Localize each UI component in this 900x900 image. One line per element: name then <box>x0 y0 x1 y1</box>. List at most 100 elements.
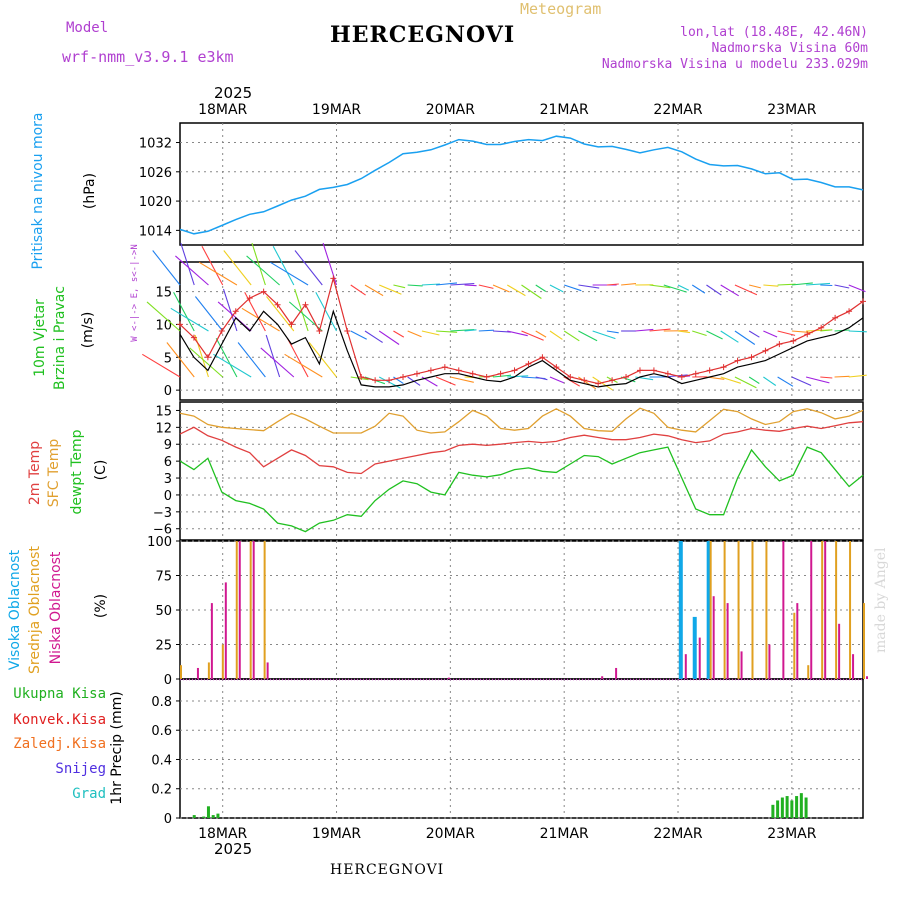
wind-arrow <box>286 337 309 378</box>
elevation-label: Nadmorska Visina 60m <box>711 41 868 56</box>
wind-gust-marker <box>692 370 699 377</box>
wind-arrow <box>407 284 423 287</box>
wind-gust-marker <box>204 354 211 361</box>
wind-arrow <box>201 245 224 286</box>
wind-arrow <box>237 342 266 378</box>
ytick-label-wind: 5 <box>164 351 172 366</box>
wind-arrow <box>521 330 544 341</box>
day-label-bottom: 18MAR <box>198 826 247 842</box>
wind-arrow <box>734 376 757 389</box>
wind-arrow <box>507 375 529 378</box>
precip-bar <box>790 800 794 818</box>
footer-station: HERCEGNOVI <box>330 862 445 878</box>
ytick-label-temperature: −6 <box>153 523 172 538</box>
wind-arrow <box>222 288 238 332</box>
pressure-line <box>179 135 864 235</box>
wind-arrow <box>649 284 671 289</box>
wind-arrow <box>734 330 756 345</box>
wind-arrow <box>215 337 238 378</box>
cloud-bar-mid <box>863 603 865 679</box>
wind-arrow <box>820 329 833 332</box>
cloud-bar-mid <box>221 644 224 679</box>
wind-arrow <box>563 330 580 342</box>
ytick-label-wind: 0 <box>164 384 172 399</box>
wind-arrow <box>492 284 510 293</box>
wind-arrow <box>720 376 741 384</box>
wind-arrow <box>194 296 224 332</box>
wind-arrow <box>806 282 831 286</box>
precip-bar <box>211 815 215 818</box>
ytick-label-precip: 0.6 <box>151 724 172 739</box>
wind-arrow <box>492 374 512 378</box>
cloud-bar-low <box>615 667 618 679</box>
wind-arrow <box>692 330 707 337</box>
year-top: 2025 <box>214 84 253 102</box>
wind-arrow <box>308 342 337 378</box>
day-label-top: 19MAR <box>312 102 361 118</box>
wind-gust-marker <box>427 367 434 374</box>
wind-gust-marker <box>288 321 295 328</box>
ytick-label-wind: 15 <box>155 286 172 301</box>
wind-arrow <box>378 330 400 345</box>
wind-arrow <box>407 330 422 338</box>
year-bottom: 2025 <box>214 840 253 858</box>
ytick-label-precip: 0.4 <box>151 753 172 768</box>
wind-gust-marker <box>177 321 183 328</box>
wind-arrow <box>378 284 402 295</box>
wind-arrow <box>649 328 671 332</box>
wind-arrow <box>294 250 323 286</box>
wind-arrow <box>350 376 369 381</box>
wind-arrow <box>244 291 266 332</box>
ytick-label-temperature: 12 <box>155 421 172 436</box>
ytick-label-wind: 10 <box>155 318 172 333</box>
wind-arrow <box>198 261 238 286</box>
wind-arrow <box>720 330 739 343</box>
ytick-label-pressure: 1032 <box>139 137 172 152</box>
wind-arrow <box>450 329 475 332</box>
wind-arrow <box>315 291 338 332</box>
wind-arrow <box>478 284 494 289</box>
wind-arrow <box>217 301 252 332</box>
wind-arrow <box>435 376 456 386</box>
wind-gust-marker <box>567 374 574 380</box>
ytick-label-cloud: 25 <box>155 639 172 654</box>
precip-bar <box>795 796 799 818</box>
wind-arrow <box>251 242 266 286</box>
ytick-label-temperature: 15 <box>155 404 172 419</box>
cloud-bar-mid <box>249 541 252 679</box>
panel-frame-temperature <box>179 401 864 541</box>
cloud-bar-mid <box>180 665 182 679</box>
temp-line-sfc <box>179 407 864 434</box>
wind-gust-marker <box>539 354 546 361</box>
wind-arrow <box>592 330 616 340</box>
legend-hail: Grad <box>72 786 106 802</box>
wind-arrow <box>549 330 563 340</box>
cloud-bar-low <box>210 603 213 679</box>
precip-bar <box>206 806 210 818</box>
wind-gust-marker <box>260 288 267 295</box>
wind-gust-marker <box>274 301 281 308</box>
wind-gust-marker <box>497 370 504 377</box>
wind-arrow <box>749 284 761 289</box>
wind-arrow <box>189 347 224 378</box>
day-label-bottom: 23MAR <box>767 826 816 842</box>
cloud-bar-high <box>678 541 683 679</box>
panel-frame-precip <box>179 678 864 819</box>
wind-arrow <box>180 242 195 286</box>
wind-arrow <box>364 330 383 343</box>
wind-arrow <box>805 376 830 384</box>
wind-arrow <box>763 330 778 338</box>
model-name: wrf-nmm_v3.9.1 e3km <box>62 48 234 66</box>
wind-arrow <box>521 284 542 299</box>
wind-gust-marker <box>232 308 239 315</box>
wind-arrow <box>506 284 526 297</box>
ytick-label-cloud: 75 <box>155 570 172 585</box>
wind-arrow <box>507 330 528 337</box>
wind-gust-marker <box>776 341 783 348</box>
cloud-bar-low <box>768 644 771 679</box>
cloud-bar-low <box>238 541 241 679</box>
wind-gust-marker <box>525 360 532 367</box>
precip-bar <box>202 816 206 818</box>
wind-arrow <box>393 376 404 385</box>
wind-arrow <box>777 376 794 387</box>
